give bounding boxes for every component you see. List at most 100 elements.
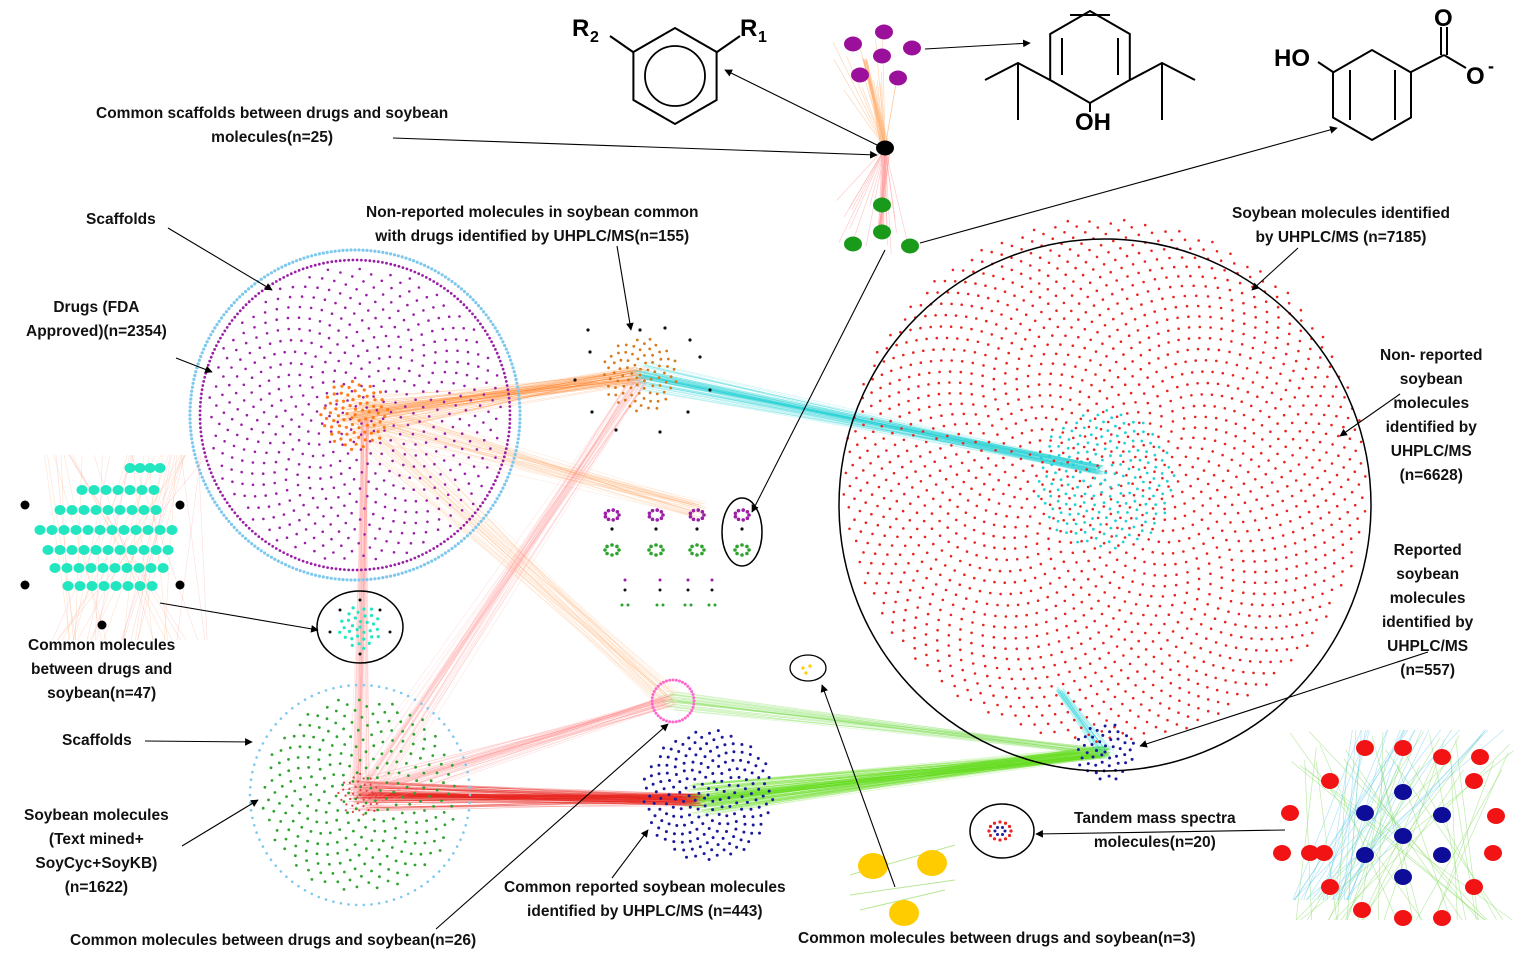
node: [517, 433, 521, 437]
node: [1082, 515, 1085, 518]
node: [1218, 556, 1221, 559]
node: [1119, 516, 1122, 520]
node: [1207, 347, 1210, 351]
node: [1171, 375, 1174, 379]
node: [340, 619, 344, 623]
node: [375, 408, 379, 412]
node: [1085, 751, 1089, 755]
edge: [358, 793, 696, 803]
edge: [361, 796, 698, 798]
edge: [645, 379, 1100, 468]
node: [647, 548, 651, 552]
node: [458, 417, 462, 421]
node: [1132, 429, 1136, 433]
node: [1000, 313, 1003, 316]
node: [672, 840, 676, 844]
node: [1113, 472, 1117, 476]
node: [1072, 446, 1075, 450]
edge: [357, 794, 699, 798]
edge: [368, 378, 645, 409]
node: [359, 448, 363, 451]
node: [465, 338, 468, 342]
node: [276, 297, 280, 301]
node: [453, 439, 456, 443]
node: [442, 811, 446, 814]
node: [331, 784, 334, 788]
node: [411, 567, 416, 571]
node: [690, 690, 694, 693]
node: [1144, 648, 1148, 651]
node: [301, 267, 305, 271]
node: [329, 351, 332, 355]
node: [223, 497, 227, 501]
node: [1283, 460, 1286, 464]
node: [222, 375, 225, 378]
node: [1146, 432, 1150, 436]
node: [213, 326, 217, 330]
node: [1049, 557, 1053, 561]
node: [189, 393, 193, 397]
node: [302, 256, 306, 260]
node: [334, 721, 338, 725]
edge: [348, 797, 704, 806]
edge: [360, 699, 668, 795]
node: [200, 475, 204, 479]
node: [966, 338, 969, 342]
node: [465, 292, 469, 296]
edge: [358, 795, 698, 801]
node: [358, 487, 362, 490]
node: [734, 820, 738, 823]
node: [950, 302, 953, 306]
edge: [342, 368, 647, 419]
edge: [633, 383, 1101, 474]
node: [1287, 332, 1291, 336]
node: [348, 878, 352, 882]
edge: [352, 416, 702, 513]
node: [724, 751, 728, 755]
node: [1103, 442, 1107, 445]
node: [317, 691, 321, 695]
node: [1341, 556, 1345, 560]
node: [511, 460, 515, 464]
node: [717, 813, 721, 816]
edge: [635, 386, 1100, 471]
node: [1316, 505, 1320, 508]
node: [369, 452, 373, 455]
node: [316, 862, 320, 865]
node: [198, 422, 202, 425]
node: [1234, 623, 1237, 626]
node: [655, 406, 659, 410]
edge: [697, 745, 1101, 803]
node: [325, 395, 329, 399]
node: [1153, 521, 1156, 525]
node: [1190, 371, 1194, 374]
node: [328, 831, 332, 835]
edge: [352, 392, 693, 516]
edge: [689, 748, 1111, 814]
node: [349, 248, 353, 252]
node: [715, 829, 719, 833]
node: [376, 808, 380, 812]
node: [82, 525, 94, 535]
node: [916, 569, 919, 573]
edge: [361, 794, 704, 799]
node: [1230, 298, 1233, 302]
node: [1260, 486, 1264, 489]
node: [998, 676, 1001, 680]
node: [1100, 612, 1104, 616]
scaffold-node: [338, 608, 342, 612]
node: [1046, 274, 1050, 278]
node: [358, 620, 363, 624]
node: [1094, 373, 1097, 376]
node: [350, 643, 354, 648]
node: [1116, 737, 1120, 741]
node: [983, 482, 986, 486]
edge: [345, 378, 633, 417]
node: [1337, 454, 1340, 458]
node: [1090, 383, 1093, 387]
edge: [349, 795, 706, 801]
node: [1224, 419, 1228, 422]
node: [240, 470, 243, 474]
node: [1063, 612, 1067, 616]
node: [315, 852, 319, 856]
